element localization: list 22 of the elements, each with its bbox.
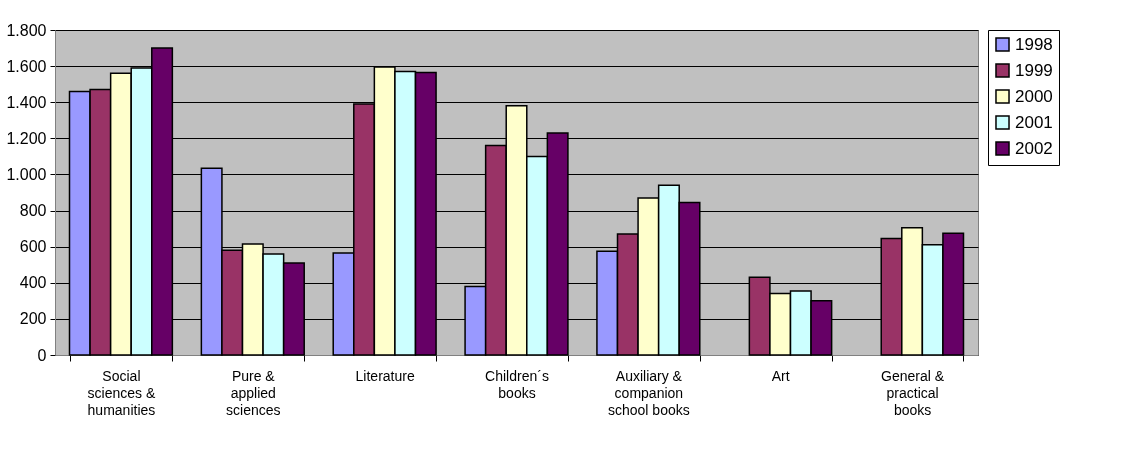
- x-tick-label: Children´s books: [485, 367, 549, 401]
- legend-label: 1998: [1015, 34, 1053, 54]
- legend-label: 1999: [1015, 60, 1053, 80]
- y-tick-label: 200: [19, 310, 47, 328]
- y-tick-label: 0: [37, 346, 47, 364]
- y-tick-label: 1.200: [6, 129, 47, 147]
- x-tick-label: Art: [771, 367, 790, 384]
- x-tick-label: Literature: [355, 367, 415, 384]
- x-tick-label: Auxiliary & companion school books: [608, 367, 690, 418]
- y-tick-label: 400: [19, 274, 47, 292]
- y-tick-label: 1.800: [6, 21, 47, 39]
- y-tick-label: 600: [19, 238, 47, 256]
- y-tick-label: 1.000: [6, 165, 47, 183]
- y-tick-label: 1.400: [6, 93, 47, 111]
- legend-label: 2000: [1015, 86, 1053, 106]
- legend-label: 2002: [1015, 138, 1053, 158]
- x-tick-label: General & practical books: [881, 367, 945, 418]
- legend-label: 2001: [1015, 112, 1053, 132]
- x-tick-label: Social sciences & humanities: [87, 367, 156, 418]
- y-tick-label: 1.600: [6, 57, 47, 75]
- y-tick-label: 800: [19, 202, 47, 220]
- x-tick-label: Pure & applied sciences: [226, 367, 281, 418]
